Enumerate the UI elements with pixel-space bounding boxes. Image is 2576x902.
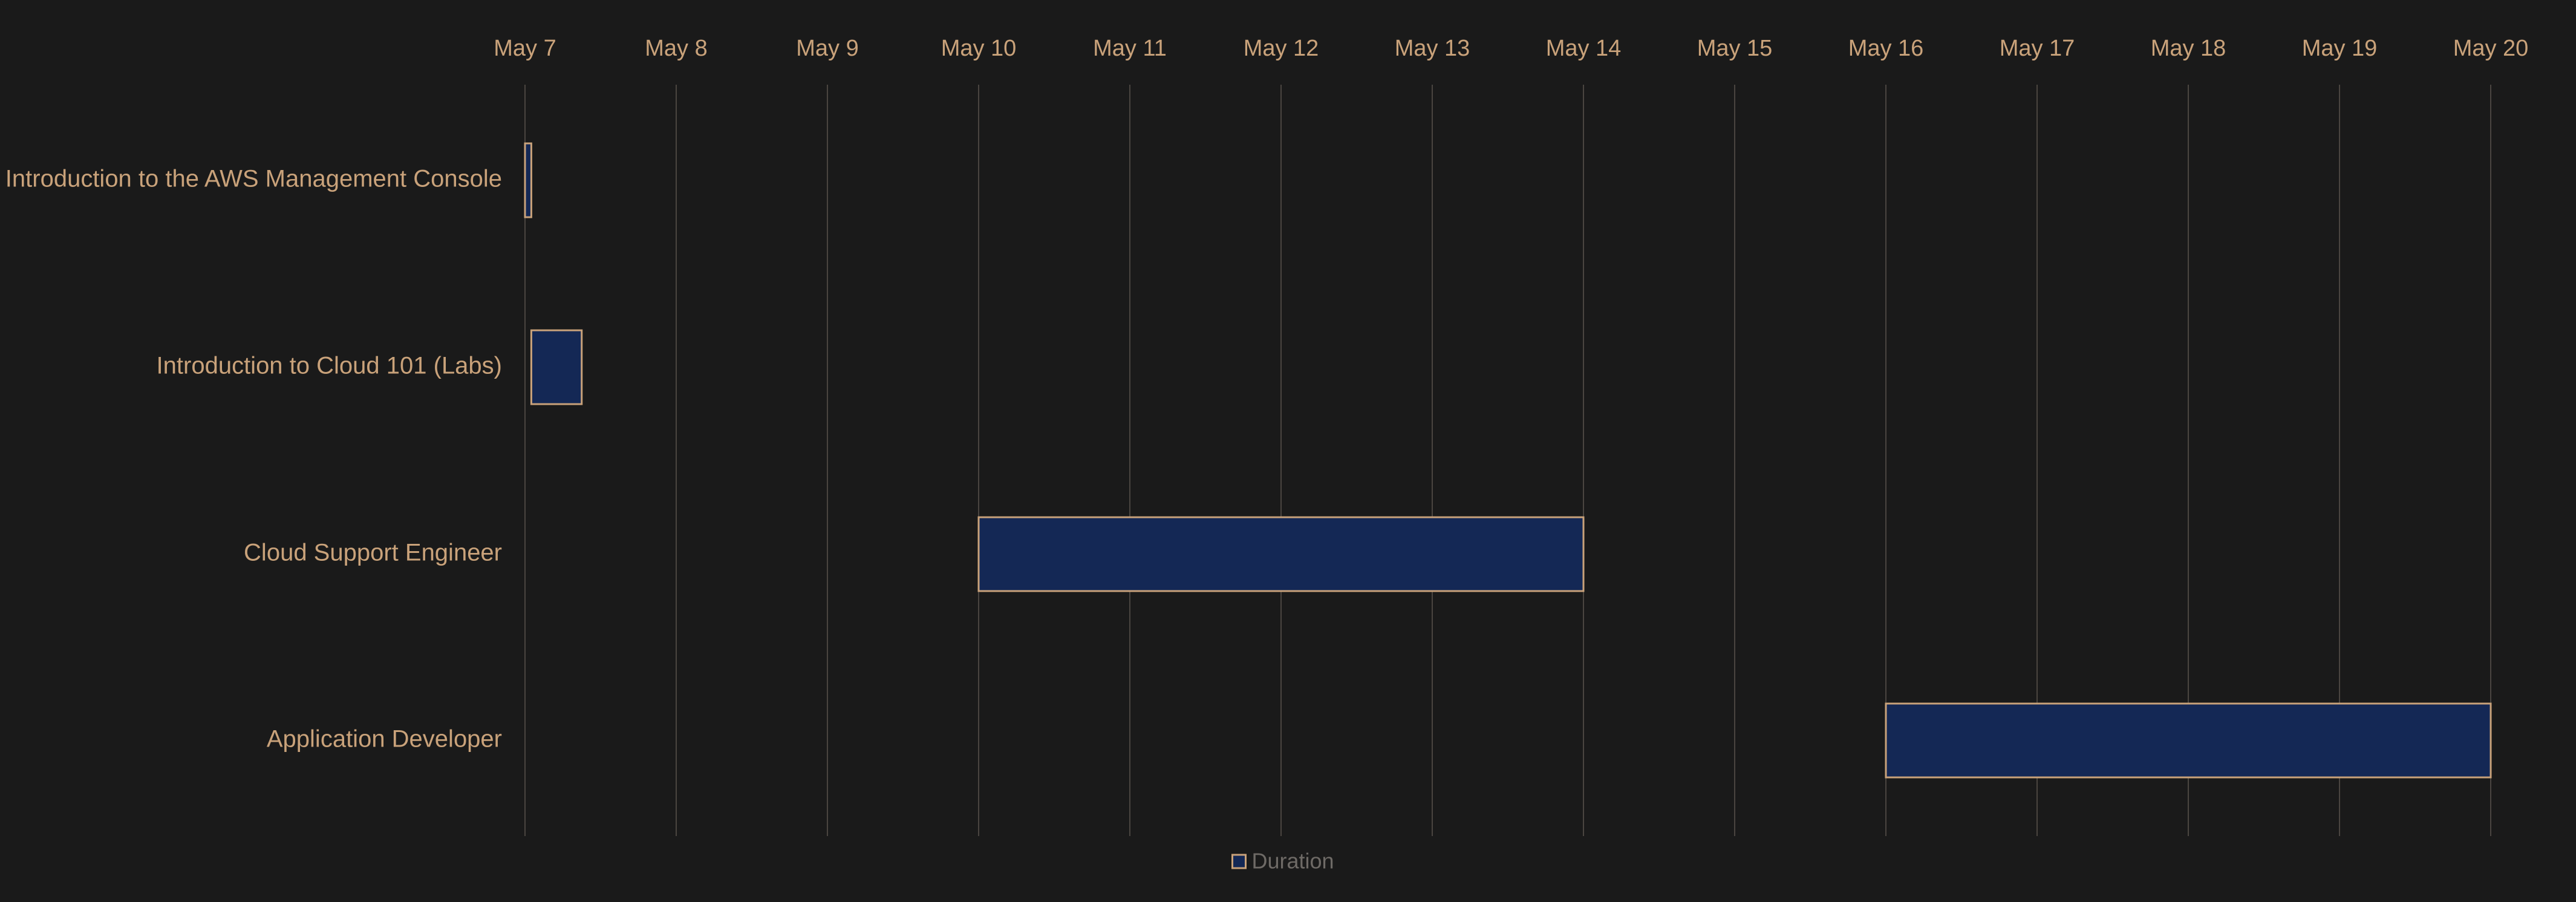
task-bar bbox=[1885, 702, 2492, 779]
x-tick-label: May 19 bbox=[2302, 36, 2378, 61]
x-tick-label: May 13 bbox=[1395, 36, 1470, 61]
x-tick-label: May 16 bbox=[1848, 36, 1924, 61]
x-tick-label: May 17 bbox=[2000, 36, 2075, 61]
legend-swatch[interactable] bbox=[1231, 854, 1247, 869]
task-bar bbox=[524, 142, 532, 218]
x-tick-label: May 18 bbox=[2151, 36, 2226, 61]
x-tick-label: May 15 bbox=[1697, 36, 1773, 61]
task-bar bbox=[977, 516, 1585, 592]
x-axis-ticks: May 7 May 8 May 9 May 10 May 11 May 12 May 13 M… bbox=[494, 36, 2528, 61]
y-axis-labels: Introduction to the AWS Management Conso… bbox=[5, 166, 502, 753]
task-label: Introduction to Cloud 101 (Labs) bbox=[157, 353, 502, 379]
task-label: Introduction to the AWS Management Conso… bbox=[5, 166, 502, 192]
bars-layer bbox=[524, 142, 2492, 779]
x-tick-label: May 20 bbox=[2453, 36, 2529, 61]
legend-label[interactable]: Duration bbox=[1252, 849, 1334, 874]
task-bar bbox=[530, 329, 583, 405]
x-tick-label: May 7 bbox=[494, 36, 556, 61]
x-tick-label: May 14 bbox=[1546, 36, 1622, 61]
x-tick-label: May 9 bbox=[796, 36, 858, 61]
x-tick-label: May 8 bbox=[645, 36, 707, 61]
x-tick-label: May 12 bbox=[1244, 36, 1319, 61]
task-label: Application Developer bbox=[267, 726, 502, 753]
task-label: Cloud Support Engineer bbox=[244, 540, 502, 566]
x-tick-label: May 10 bbox=[941, 36, 1017, 61]
x-tick-label: May 11 bbox=[1093, 36, 1167, 61]
legend: Duration bbox=[1231, 849, 1334, 874]
